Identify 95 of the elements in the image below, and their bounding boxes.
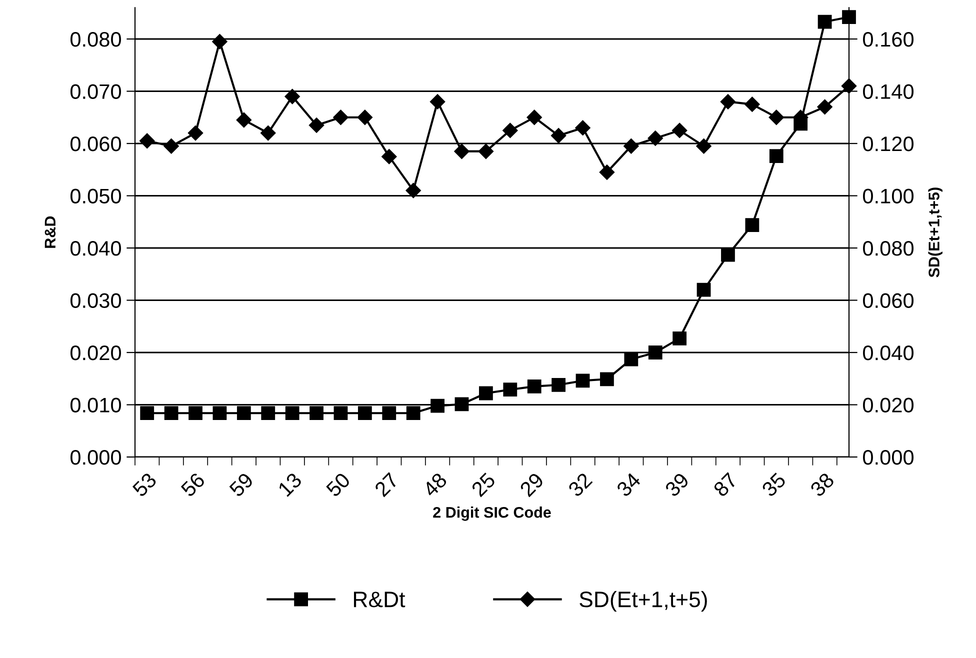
x-axis-title: 2 Digit SIC Code [433, 506, 551, 521]
point [479, 386, 493, 400]
x-tick-label: 53 [132, 472, 158, 498]
y-tick-label: 0.030 [70, 293, 121, 308]
point [310, 406, 324, 420]
y-tick-label: 0.010 [70, 398, 121, 413]
point [721, 248, 735, 262]
point [503, 382, 518, 397]
point [552, 378, 566, 392]
y2-tick-label: 0.160 [863, 32, 914, 47]
point [478, 144, 494, 159]
point [599, 164, 615, 180]
point [212, 406, 227, 420]
point [334, 406, 348, 420]
y2-tick-label: 0.040 [863, 346, 914, 360]
y2-tick-label: 0.020 [863, 398, 914, 413]
point [188, 406, 202, 420]
point [406, 406, 420, 420]
point [188, 125, 204, 141]
x-tick-label: 34 [616, 472, 642, 498]
x-tick-label: 27 [374, 472, 400, 498]
point [454, 397, 469, 412]
y2-tick-label: 0.000 [863, 450, 914, 465]
point [285, 406, 300, 420]
point [236, 112, 252, 128]
point [720, 94, 736, 110]
y2-tick-label: 0.060 [863, 293, 914, 308]
y2-axis-title: SD(Et+1,t+5) [928, 188, 942, 278]
point [430, 94, 446, 110]
point [769, 149, 784, 163]
x-tick-label: 25 [470, 472, 496, 498]
y-tick-label: 0.070 [70, 84, 121, 100]
point [696, 282, 711, 297]
x-tick-label: 39 [664, 472, 690, 498]
y-tick-label: 0.020 [70, 346, 121, 360]
point [696, 138, 712, 154]
point [842, 10, 856, 24]
point [140, 406, 154, 420]
point [527, 380, 542, 394]
point [164, 406, 178, 420]
point [502, 122, 518, 138]
y2-tick-label: 0.080 [863, 241, 914, 256]
point [212, 34, 228, 50]
point [576, 374, 590, 388]
x-tick-label: 48 [422, 472, 448, 498]
y-tick-label: 0.000 [70, 450, 121, 465]
y-axis-title: R&D [44, 216, 56, 248]
point [260, 125, 276, 141]
point [333, 110, 348, 125]
x-tick-label: 50 [325, 472, 351, 498]
point [526, 110, 542, 125]
point [744, 96, 760, 112]
point [672, 122, 688, 138]
x-tick-label: 59 [228, 472, 254, 498]
point [236, 406, 251, 420]
point [624, 138, 639, 154]
point [648, 130, 663, 146]
point [624, 352, 638, 366]
point [550, 128, 566, 144]
point [454, 144, 470, 159]
y-tick-label: 0.080 [70, 32, 121, 47]
y2-tick-label: 0.120 [863, 136, 914, 152]
x-tick-label: 13 [277, 472, 302, 497]
point [382, 148, 397, 164]
y-tick-label: 0.040 [70, 241, 121, 256]
point [672, 331, 687, 346]
point [600, 372, 614, 386]
legend-label: SD(Et+1,t+5) [580, 590, 707, 612]
y-tick-label: 0.060 [70, 136, 121, 152]
x-tick-label: 35 [760, 472, 787, 498]
point [382, 406, 396, 420]
point [817, 99, 832, 114]
point [358, 406, 372, 420]
x-tick-label: 38 [809, 472, 835, 498]
point [261, 406, 276, 420]
point [818, 14, 832, 29]
point [284, 88, 300, 104]
point [648, 346, 662, 360]
x-tick-label: 32 [567, 472, 593, 498]
point [140, 133, 155, 148]
point [357, 110, 372, 125]
x-tick-label: 56 [180, 472, 206, 498]
point [308, 118, 324, 133]
point [430, 398, 444, 413]
point [575, 120, 590, 136]
legend-label: R&Dt [354, 592, 406, 608]
y-tick-label: 0.050 [70, 188, 121, 204]
y2-tick-label: 0.140 [863, 84, 914, 100]
y2-tick-label: 0.100 [863, 188, 914, 204]
point [768, 110, 784, 125]
point [406, 182, 421, 198]
x-tick-label: 87 [712, 472, 738, 498]
point [745, 218, 760, 232]
point [164, 138, 179, 154]
x-tick-label: 29 [519, 472, 544, 498]
